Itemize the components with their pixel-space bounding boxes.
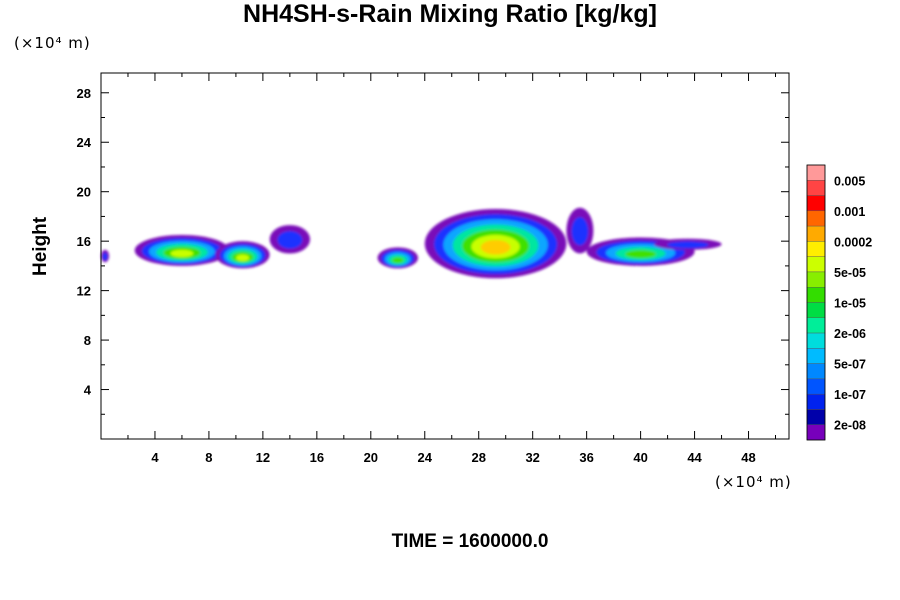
colorbar-swatch xyxy=(806,378,826,395)
colorbar-swatch xyxy=(806,271,826,288)
field-contour-1e-07 xyxy=(571,217,589,246)
colorbar-label: 0.0002 xyxy=(834,235,872,249)
field-contour-5e-05 xyxy=(170,249,194,258)
colorbar-label: 0.001 xyxy=(834,205,865,219)
x-tick-label: 32 xyxy=(525,450,539,465)
x-tick-label: 8 xyxy=(205,450,212,465)
y-axis-unit: (×10⁴ m) xyxy=(14,34,91,52)
plot-field xyxy=(101,207,722,279)
colorbar-label: 5e-07 xyxy=(834,358,866,372)
x-axis-unit: (×10⁴ m) xyxy=(715,473,792,491)
y-tick-label: 12 xyxy=(77,284,91,299)
colorbar-label: 5e-05 xyxy=(834,266,866,280)
colorbar-swatch xyxy=(806,180,826,196)
colorbar-swatch xyxy=(806,195,826,212)
x-tick-label: 16 xyxy=(310,450,324,465)
chart-title: NH4SH-s-Rain Mixing Ratio [kg/kg] xyxy=(243,0,657,28)
colorbar-swatch xyxy=(806,287,826,303)
colorbar-label: 2e-06 xyxy=(834,327,866,341)
colorbar: 0.005 0.001 0.0002 5e-05 1e-05 2e-06 5e-07 1e-0… xyxy=(806,164,872,441)
colorbar-swatch xyxy=(806,210,826,227)
time-label: TIME = 1600000.0 xyxy=(391,531,549,552)
y-tick-label: 20 xyxy=(77,185,91,200)
colorbar-swatch xyxy=(806,302,826,318)
x-tick-label: 28 xyxy=(471,450,485,465)
y-tick-label: 4 xyxy=(84,383,92,398)
x-tick-label: 24 xyxy=(418,450,433,465)
x-tick-label: 40 xyxy=(633,450,647,465)
x-tick-label: 36 xyxy=(579,450,593,465)
x-tick-label: 12 xyxy=(256,450,270,465)
x-tick-label: 44 xyxy=(687,450,702,465)
colorbar-swatch xyxy=(806,393,826,410)
colorbar-swatch xyxy=(806,363,826,380)
plot-frame xyxy=(100,72,790,440)
colorbar-swatch xyxy=(806,317,826,334)
field-contour-1e-05 xyxy=(392,257,404,264)
colorbar-swatch xyxy=(806,225,826,242)
colorbar-swatch xyxy=(806,348,826,364)
colorbar-swatch xyxy=(806,409,826,425)
colorbar-frame xyxy=(806,164,826,441)
colorbar-swatch xyxy=(806,424,826,441)
y-tick-label: 8 xyxy=(84,333,91,348)
y-tick-label: 28 xyxy=(77,86,91,101)
colorbar-label: 1e-05 xyxy=(834,297,866,311)
field-contour-0.0002 xyxy=(480,239,511,255)
x-tick-label: 20 xyxy=(364,450,378,465)
colorbar-swatch xyxy=(806,241,826,257)
x-tick-label: 4 xyxy=(151,450,159,465)
colorbar-swatch xyxy=(806,332,826,349)
field-contour-1e-07 xyxy=(277,231,303,249)
field-contour-1e-05 xyxy=(625,250,657,259)
colorbar-label: 1e-07 xyxy=(834,388,866,402)
field-contour-1e-07 xyxy=(667,241,709,249)
field-contour-5e-05 xyxy=(236,254,250,262)
y-tick-label: 16 xyxy=(77,234,91,249)
colorbar-label: 2e-08 xyxy=(834,419,866,433)
x-tick-label: 48 xyxy=(741,450,755,465)
colorbar-swatch xyxy=(806,256,826,273)
y-tick-label: 24 xyxy=(77,135,92,150)
field-contour-1e-07 xyxy=(102,252,108,261)
colorbar-swatch xyxy=(806,164,826,181)
colorbar-label: 0.005 xyxy=(834,174,865,188)
